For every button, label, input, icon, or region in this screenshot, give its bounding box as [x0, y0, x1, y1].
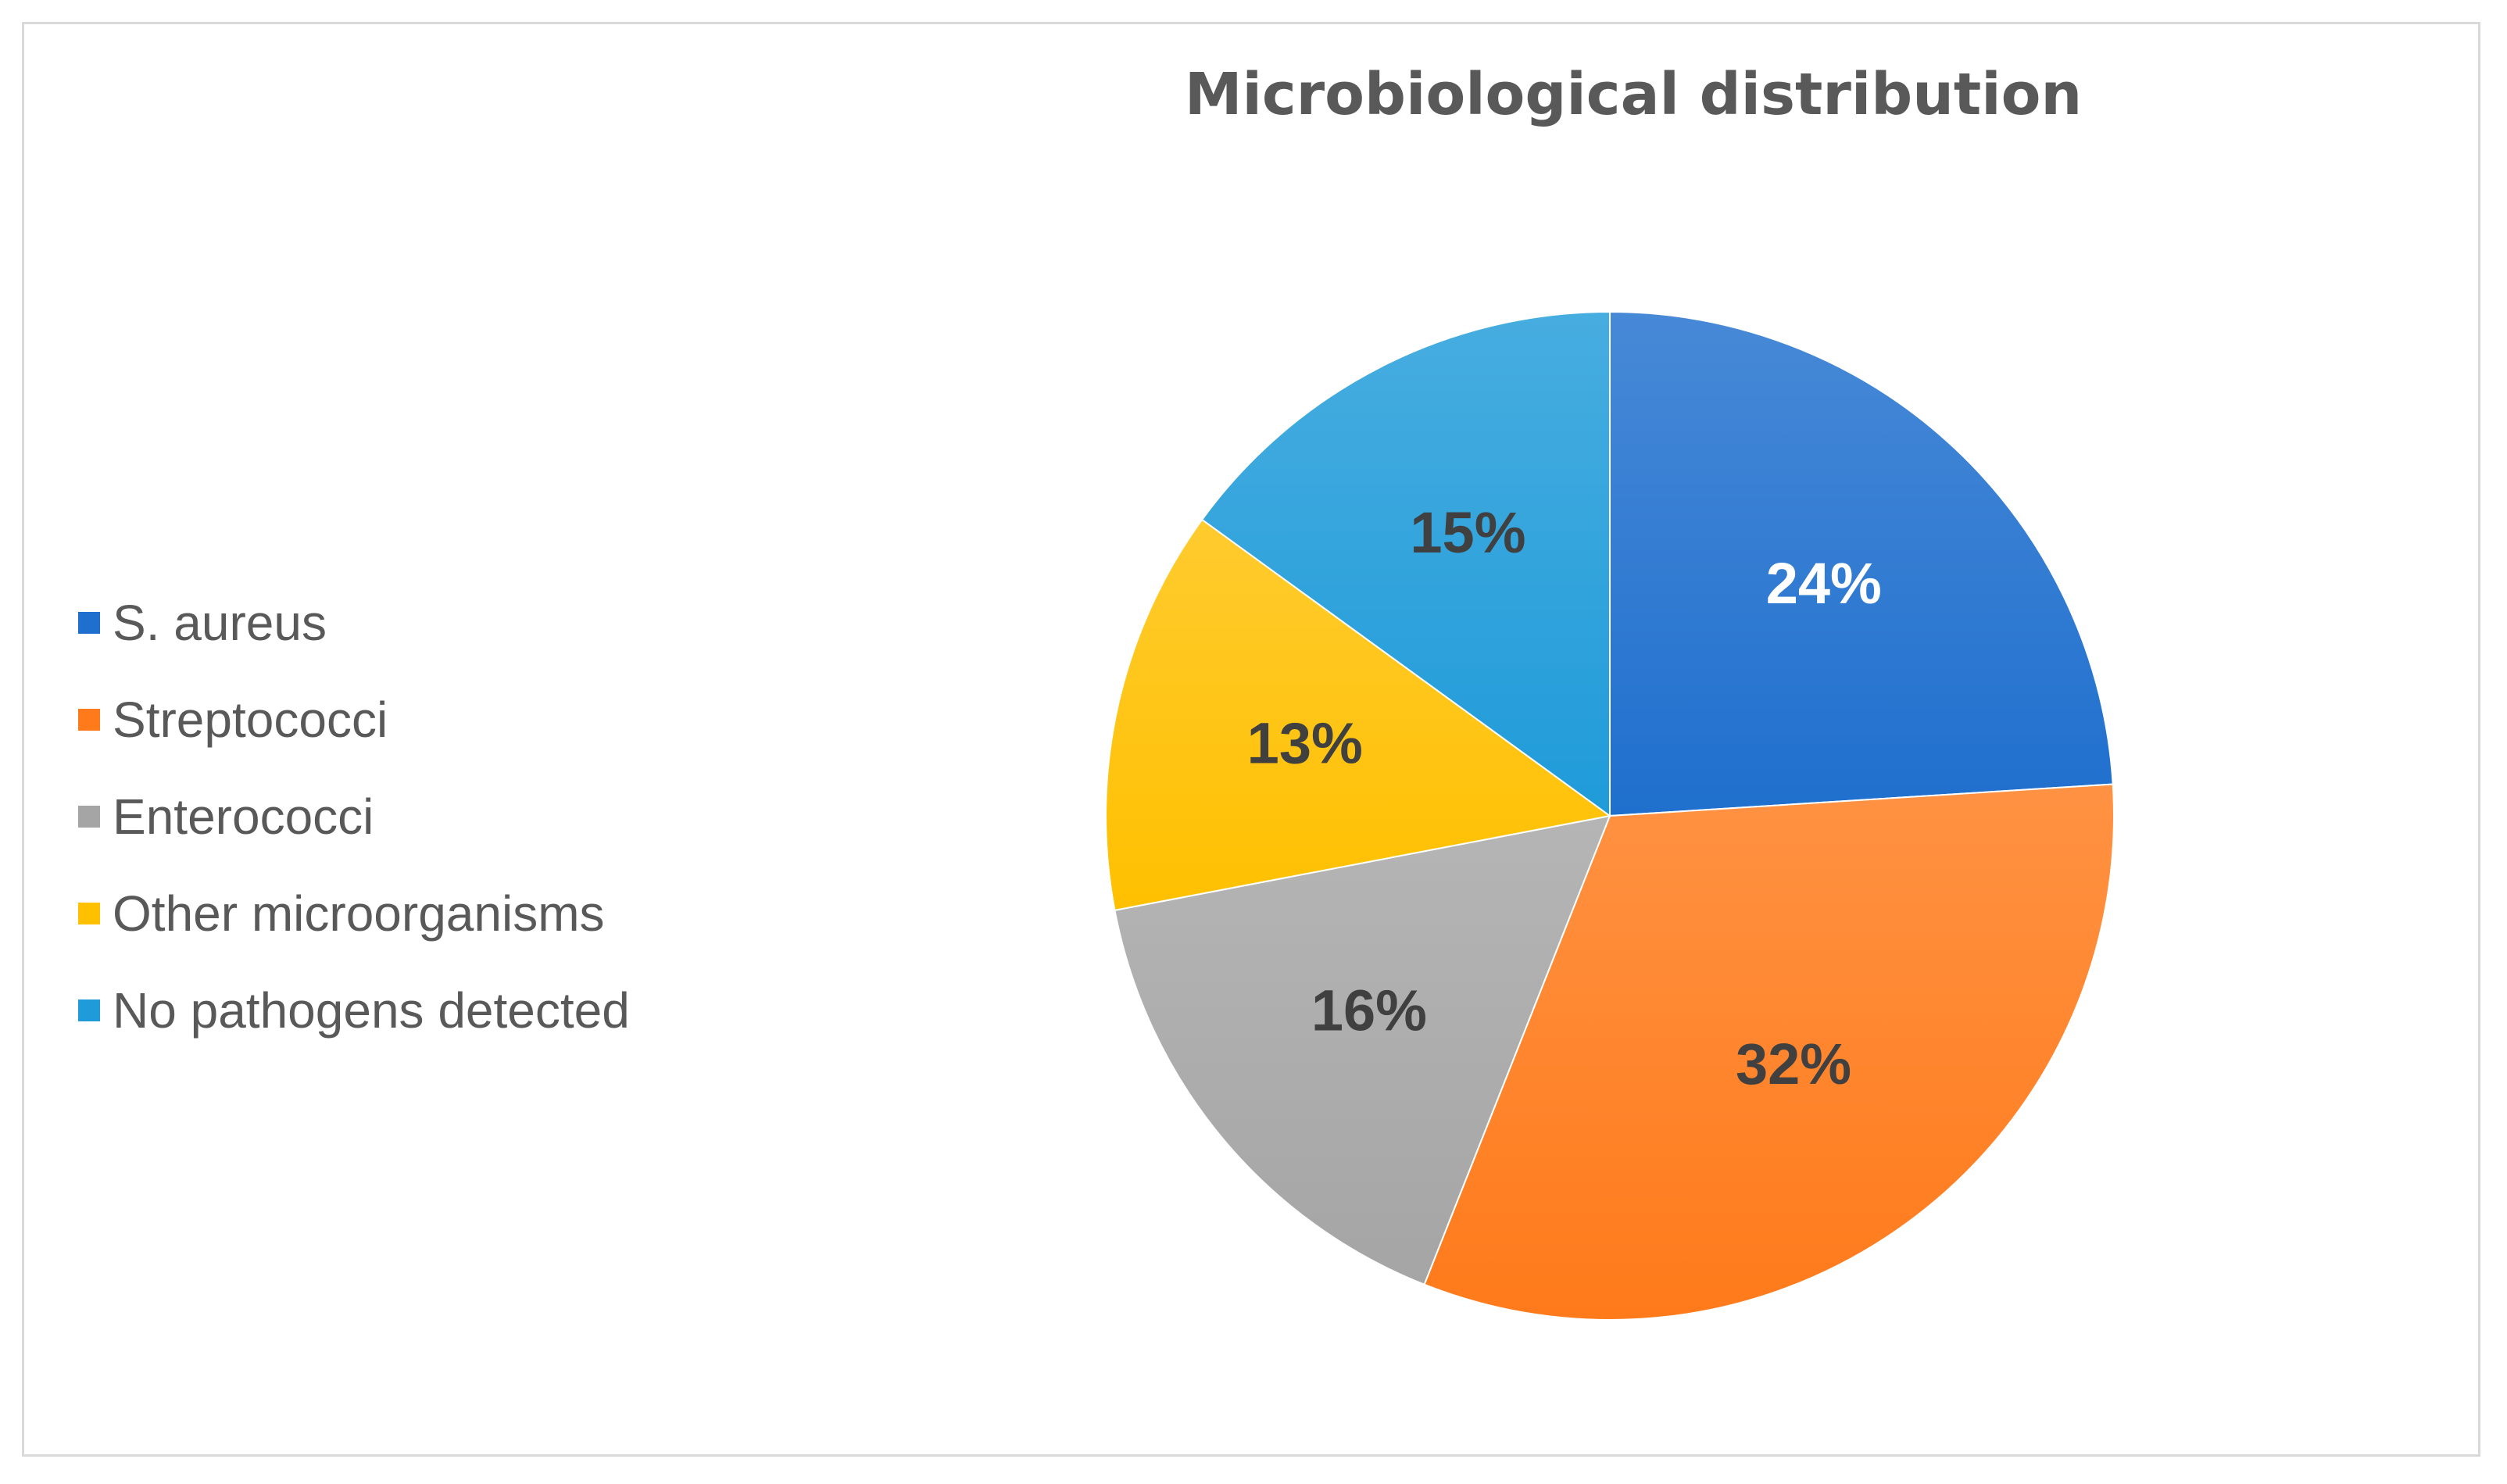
legend-label-streptococci: Streptococci	[113, 692, 388, 748]
legend-swatch-streptococci	[78, 709, 100, 731]
pie-slice-no-pathogens-detected	[1200, 310, 1611, 817]
pie-slice-other-microorganisms	[1105, 518, 1612, 912]
pie-slice-enterococci	[1114, 814, 1611, 1286]
legend: S. aureus Streptococci Enterococci Other…	[78, 574, 630, 1059]
legend-label-s-aureus: S. aureus	[113, 595, 327, 651]
legend-label-other-microorganisms: Other microorganisms	[113, 885, 605, 942]
pie-slice-streptococci	[1423, 783, 2115, 1321]
pie-label-s-aureus: 24%	[1766, 551, 1882, 616]
legend-item-s-aureus: S. aureus	[78, 574, 630, 671]
pie-label-streptococci: 32%	[1736, 1032, 1851, 1096]
pie-slice-s-aureus	[1609, 310, 2114, 817]
legend-item-streptococci: Streptococci	[78, 671, 630, 768]
legend-swatch-s-aureus	[78, 612, 100, 634]
legend-item-no-pathogens-detected: No pathogens detected	[78, 962, 630, 1059]
chart-title: Microbiological distribution	[1184, 61, 2083, 128]
pie-labels: 24% 32% 16% 13% 15%	[1247, 500, 1882, 1096]
pie-label-no-pathogens-detected: 15%	[1410, 500, 1525, 565]
pie-label-enterococci: 16%	[1311, 978, 1427, 1042]
legend-swatch-no-pathogens-detected	[78, 999, 100, 1021]
pie-slices	[1105, 310, 2115, 1321]
legend-swatch-enterococci	[78, 806, 100, 828]
legend-item-enterococci: Enterococci	[78, 768, 630, 865]
legend-label-no-pathogens-detected: No pathogens detected	[113, 982, 630, 1039]
pie-label-other-microorganisms: 13%	[1247, 710, 1363, 775]
legend-swatch-other-microorganisms	[78, 903, 100, 924]
legend-label-enterococci: Enterococci	[113, 788, 374, 845]
legend-item-other-microorganisms: Other microorganisms	[78, 865, 630, 962]
